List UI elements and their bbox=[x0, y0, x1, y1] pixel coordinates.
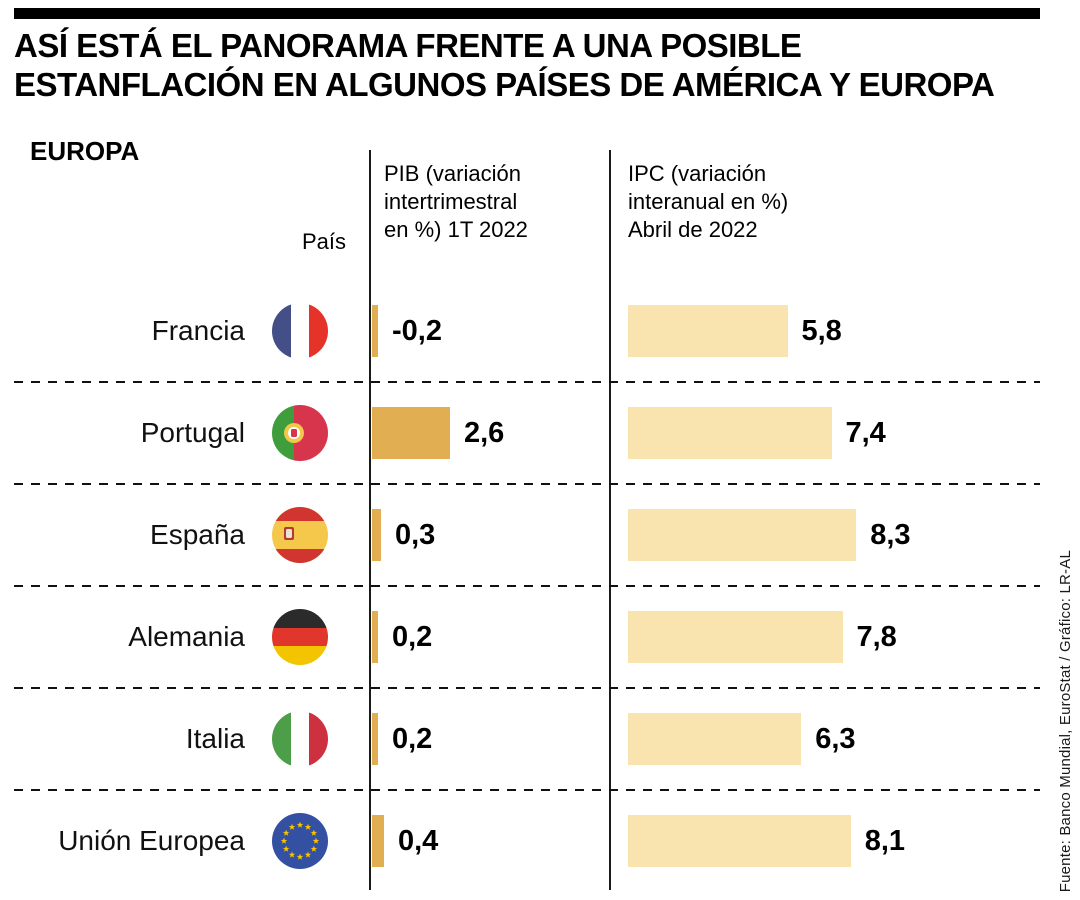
ipc-bar bbox=[628, 713, 802, 765]
title-line-2: ESTANFLACIÓN EN ALGUNOS PAÍSES DE AMÉRIC… bbox=[14, 66, 995, 103]
flag-es-icon bbox=[272, 507, 328, 563]
country-label: Portugal bbox=[140, 417, 245, 448]
row-separator bbox=[14, 585, 1040, 587]
ipc-header-line-1: IPC (variación bbox=[628, 161, 767, 186]
country-row: Unión Europea 0,4 8,1 bbox=[0, 790, 1080, 892]
pib-header-line-1: PIB (variación bbox=[384, 161, 521, 186]
pib-value: 0,3 bbox=[395, 518, 436, 551]
country-label: España bbox=[150, 519, 245, 550]
pib-value: 2,6 bbox=[464, 416, 505, 449]
source-credit: Fuente: Banco Mundial, EuroStat / Gráfic… bbox=[1057, 549, 1074, 892]
flag-pt-icon bbox=[272, 405, 328, 461]
ipc-bar bbox=[628, 509, 857, 561]
column-header-pib: PIB (variación intertrimestral en %) 1T … bbox=[384, 160, 528, 244]
country-label: Francia bbox=[151, 315, 245, 346]
title-line-1: ASÍ ESTÁ EL PANORAMA FRENTE A UNA POSIBL… bbox=[14, 27, 802, 64]
country-label: Alemania bbox=[128, 621, 245, 652]
flag-eu-icon bbox=[272, 813, 328, 869]
country-row: Italia 0,2 6,3 bbox=[0, 688, 1080, 790]
country-row: Alemania 0,2 7,8 bbox=[0, 586, 1080, 688]
ipc-bar bbox=[628, 815, 851, 867]
pib-axis-line bbox=[369, 150, 371, 890]
pib-bar bbox=[372, 509, 381, 561]
ipc-axis-line bbox=[609, 150, 611, 890]
country-row: España 0,3 8,3 bbox=[0, 484, 1080, 586]
column-header-ipc: IPC (variación interanual en %) Abril de… bbox=[628, 160, 788, 244]
flag-fr-icon bbox=[272, 303, 328, 359]
ipc-value: 6,3 bbox=[815, 722, 856, 755]
pib-value: 0,2 bbox=[392, 722, 433, 755]
row-separator bbox=[14, 687, 1040, 689]
pib-bar bbox=[372, 407, 450, 459]
pib-value: 0,2 bbox=[392, 620, 433, 653]
flag-it-icon bbox=[272, 711, 328, 767]
section-label-europa: EUROPA bbox=[30, 136, 140, 166]
ipc-value: 7,4 bbox=[845, 416, 886, 449]
country-label: Unión Europea bbox=[58, 825, 245, 856]
top-accent-bar bbox=[14, 8, 1040, 19]
pib-header-line-2: intertrimestral bbox=[384, 189, 518, 214]
ipc-header-line-2: interanual en %) bbox=[628, 189, 789, 214]
ipc-bar bbox=[628, 305, 788, 357]
country-row: Francia -0,2 5,8 bbox=[0, 280, 1080, 382]
column-header-pais: País bbox=[301, 229, 346, 254]
pib-value: -0,2 bbox=[392, 314, 442, 347]
page-title: ASÍ ESTÁ EL PANORAMA FRENTE A UNA POSIBL… bbox=[14, 26, 995, 104]
flag-de-icon bbox=[272, 609, 328, 665]
country-row: Portugal 2,6 7,4 bbox=[0, 382, 1080, 484]
pib-bar bbox=[372, 815, 384, 867]
row-separator bbox=[14, 789, 1040, 791]
ipc-bar bbox=[628, 407, 832, 459]
pib-header-line-3: en %) 1T 2022 bbox=[384, 217, 528, 242]
pib-bar bbox=[372, 611, 378, 663]
ipc-value: 8,1 bbox=[864, 824, 906, 857]
ipc-value: 8,3 bbox=[870, 518, 911, 551]
row-separator bbox=[14, 483, 1040, 485]
pib-value: 0,4 bbox=[398, 824, 439, 857]
pib-bar bbox=[372, 713, 378, 765]
row-separator bbox=[14, 381, 1040, 383]
ipc-bar bbox=[628, 611, 843, 663]
pib-bar bbox=[372, 305, 378, 357]
ipc-header-line-3: Abril de 2022 bbox=[628, 217, 758, 242]
ipc-value: 5,8 bbox=[801, 314, 842, 347]
country-label: Italia bbox=[185, 723, 245, 754]
ipc-value: 7,8 bbox=[856, 620, 897, 653]
